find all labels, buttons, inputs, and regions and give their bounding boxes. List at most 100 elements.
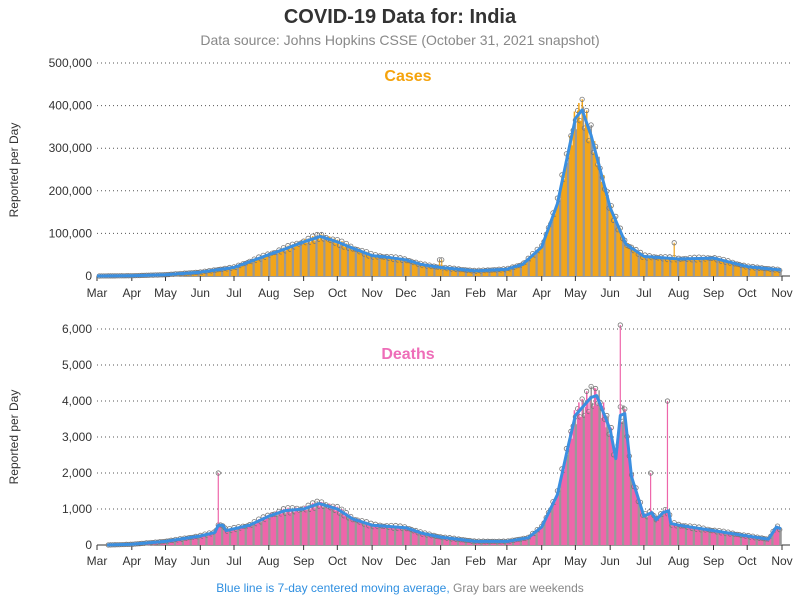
deaths-bar bbox=[665, 510, 668, 545]
deaths-bar bbox=[418, 532, 421, 545]
deaths-bar bbox=[637, 501, 640, 545]
deaths-bar bbox=[683, 527, 686, 545]
deaths-y-tick-label: 5,000 bbox=[62, 358, 92, 372]
deaths-bar bbox=[280, 513, 283, 545]
cases-bar bbox=[500, 269, 503, 276]
cases-bar bbox=[404, 258, 406, 276]
cases-bar bbox=[356, 249, 359, 276]
deaths-bar bbox=[395, 525, 397, 545]
cases-y-tick-label: 100,000 bbox=[49, 226, 93, 240]
deaths-bar bbox=[241, 525, 243, 545]
cases-x-tick-label: Nov bbox=[771, 286, 792, 300]
cases-bar bbox=[249, 261, 251, 276]
cases-bar bbox=[565, 153, 568, 276]
deaths-bar bbox=[601, 408, 604, 545]
cases-bar bbox=[730, 261, 733, 276]
cases-bar bbox=[242, 263, 244, 276]
cases-bar bbox=[665, 257, 668, 276]
cases-bar bbox=[413, 262, 415, 276]
cases-bar bbox=[726, 261, 728, 276]
cases-bar bbox=[752, 266, 754, 276]
deaths-bar bbox=[316, 501, 318, 545]
cases-bar bbox=[433, 266, 435, 276]
deaths-bar bbox=[566, 454, 569, 545]
cases-bar bbox=[568, 156, 570, 276]
deaths-bar bbox=[657, 518, 660, 545]
deaths-point-marker bbox=[622, 406, 628, 412]
deaths-bar bbox=[359, 522, 361, 545]
deaths-bar bbox=[552, 501, 554, 545]
deaths-bar bbox=[429, 535, 432, 545]
deaths-bar bbox=[663, 513, 665, 545]
deaths-bar bbox=[446, 538, 449, 545]
cases-bar bbox=[247, 263, 250, 276]
cases-bar bbox=[488, 270, 490, 276]
cases-bar bbox=[584, 122, 587, 276]
deaths-bar bbox=[581, 398, 584, 545]
deaths-bar bbox=[513, 540, 515, 545]
cases-bar bbox=[393, 258, 396, 276]
cases-bar bbox=[254, 258, 257, 276]
deaths-bar bbox=[415, 530, 417, 545]
cases-bar bbox=[278, 250, 280, 276]
deaths-bar bbox=[260, 521, 262, 545]
cases-bar bbox=[675, 259, 678, 276]
cases-bar bbox=[282, 247, 285, 276]
deaths-bar bbox=[314, 508, 316, 545]
deaths-bar bbox=[537, 530, 540, 545]
cases-bar bbox=[594, 146, 597, 276]
deaths-bar bbox=[760, 537, 762, 545]
cases-bar bbox=[657, 257, 660, 276]
deaths-bar bbox=[454, 539, 457, 545]
cases-bar bbox=[587, 125, 589, 277]
deaths-bar bbox=[714, 530, 716, 545]
cases-bar bbox=[431, 266, 433, 276]
deaths-bar bbox=[295, 507, 297, 545]
deaths-bar bbox=[447, 538, 450, 545]
deaths-bar bbox=[191, 536, 194, 545]
deaths-bar bbox=[261, 518, 263, 545]
deaths-bar bbox=[286, 510, 288, 545]
deaths-bar bbox=[667, 511, 670, 545]
deaths-bar bbox=[319, 501, 322, 545]
deaths-bar bbox=[745, 536, 747, 545]
cases-bar bbox=[586, 110, 588, 277]
cases-bar bbox=[678, 258, 680, 276]
deaths-bar bbox=[546, 517, 549, 545]
deaths-bar bbox=[564, 455, 567, 545]
deaths-bar bbox=[282, 508, 285, 545]
deaths-bar bbox=[243, 527, 246, 545]
deaths-bar bbox=[408, 528, 411, 545]
deaths-bar bbox=[484, 541, 487, 545]
cases-bar bbox=[272, 254, 275, 276]
cases-bar bbox=[443, 268, 445, 276]
cases-bar bbox=[570, 135, 572, 276]
cases-bar bbox=[731, 262, 734, 276]
cases-bar bbox=[368, 256, 370, 276]
deaths-y-tick-label: 2,000 bbox=[62, 466, 92, 480]
cases-bar bbox=[495, 269, 497, 276]
deaths-bar bbox=[406, 528, 408, 545]
deaths-bar bbox=[329, 507, 332, 545]
deaths-bar bbox=[746, 536, 749, 545]
cases-bar bbox=[197, 272, 199, 276]
deaths-bar bbox=[199, 535, 202, 545]
deaths-bar bbox=[535, 531, 537, 545]
deaths-bar bbox=[742, 535, 744, 545]
cases-bar bbox=[748, 266, 751, 276]
cases-bar bbox=[625, 246, 627, 276]
cases-bar bbox=[698, 257, 700, 276]
cases-bar bbox=[262, 255, 265, 276]
cases-bar bbox=[517, 266, 520, 276]
deaths-bar bbox=[297, 512, 299, 545]
deaths-bar bbox=[451, 538, 453, 545]
chart-subtitle: Data source: Johns Hopkins CSSE (October… bbox=[200, 32, 599, 48]
deaths-bar bbox=[417, 532, 420, 545]
deaths-bar bbox=[346, 516, 349, 545]
cases-bar bbox=[735, 262, 737, 276]
cases-bar bbox=[345, 243, 348, 276]
deaths-bar bbox=[515, 539, 517, 545]
deaths-bar bbox=[707, 529, 709, 545]
cases-bar bbox=[706, 256, 708, 276]
deaths-bar bbox=[358, 519, 360, 545]
